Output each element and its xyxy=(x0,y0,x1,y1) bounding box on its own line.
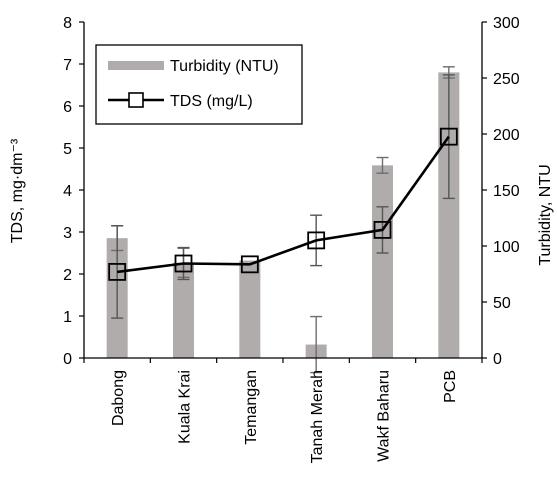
y-tick-label-left: 1 xyxy=(63,309,72,326)
legend: Turbidity (NTU) TDS (mg/L) xyxy=(95,44,303,125)
y-tick-label-right: 150 xyxy=(493,183,520,200)
tds-marker xyxy=(108,262,127,281)
legend-label-turbidity: Turbidity (NTU) xyxy=(170,58,279,75)
y-tick-label-right: 0 xyxy=(493,351,502,368)
y-tick-label-right: 50 xyxy=(493,295,511,312)
y-tick-label-left: 7 xyxy=(63,57,72,74)
tds-marker xyxy=(240,255,259,274)
y-tick-label-right: 300 xyxy=(493,15,520,32)
bar xyxy=(173,262,194,358)
y-tick-label-right: 250 xyxy=(493,71,520,88)
tds-line xyxy=(117,135,450,274)
line-series xyxy=(117,135,450,274)
legend-swatch-tds-marker xyxy=(128,92,144,108)
tds-marker xyxy=(373,220,392,239)
y-axis-title-left: TDS, mg·dm⁻³ xyxy=(9,138,26,243)
y-tick-label-left: 3 xyxy=(63,225,72,242)
x-tick-label: Wakf Baharu xyxy=(376,370,393,462)
x-tick-label: Tanah Merah xyxy=(309,370,326,463)
y-axis-title-right: Turbidity, NTU xyxy=(537,164,554,265)
x-tick-label: Dabong xyxy=(110,370,127,426)
bar xyxy=(372,165,393,358)
right-axis-ticks: 0 50 100 150 200 250 300 xyxy=(482,15,520,368)
x-tick-label: PCB xyxy=(442,370,459,403)
y-tick-label-right: 200 xyxy=(493,127,520,144)
line-markers xyxy=(108,127,458,281)
y-tick-label-left: 0 xyxy=(63,351,72,368)
y-tick-label-left: 5 xyxy=(63,141,72,158)
y-tick-label-left: 8 xyxy=(63,15,72,32)
legend-label-tds: TDS (mg/L) xyxy=(170,93,253,110)
x-tick-label: Temangan xyxy=(243,370,260,445)
legend-box xyxy=(95,44,303,125)
bar xyxy=(239,260,261,358)
x-tick-label: Kuala Krai xyxy=(177,370,194,444)
y-tick-label-left: 4 xyxy=(63,183,72,200)
legend-swatch-turbidity xyxy=(108,61,164,70)
x-axis-ticks: Dabong Kuala Krai Temangan Tanah Merah Wakf … xyxy=(83,358,483,463)
tds-marker xyxy=(307,231,326,250)
tds-marker xyxy=(439,127,458,146)
left-axis-ticks: 0 1 2 3 4 5 6 7 8 xyxy=(63,15,84,368)
y-tick-label-left: 6 xyxy=(63,99,72,116)
y-tick-label-left: 2 xyxy=(63,267,72,284)
y-tick-label-right: 100 xyxy=(493,239,520,256)
tds-marker xyxy=(174,254,193,273)
